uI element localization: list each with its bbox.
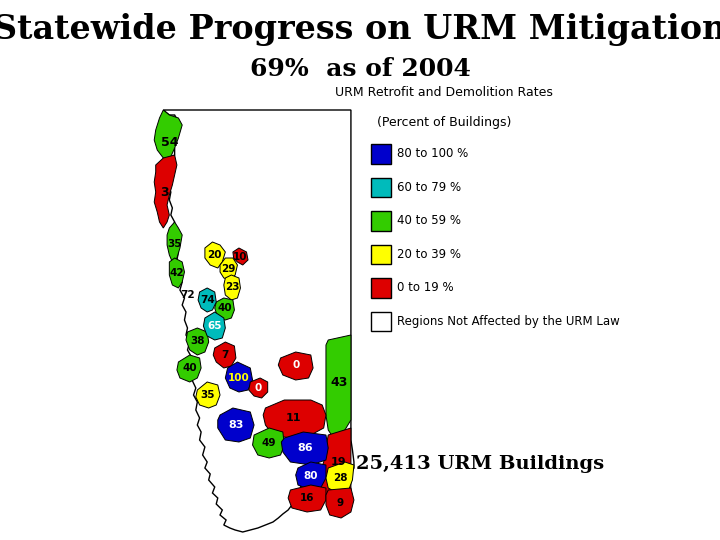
Text: Statewide Progress on URM Mitigation: Statewide Progress on URM Mitigation xyxy=(0,14,720,46)
Text: 83: 83 xyxy=(228,420,243,430)
Polygon shape xyxy=(282,432,328,465)
Polygon shape xyxy=(220,258,238,280)
Text: 40: 40 xyxy=(217,303,232,313)
Text: 0 to 19 %: 0 to 19 % xyxy=(397,281,454,294)
Polygon shape xyxy=(203,312,225,340)
Polygon shape xyxy=(154,155,177,228)
Polygon shape xyxy=(288,485,326,512)
Text: 29: 29 xyxy=(221,264,235,274)
Bar xyxy=(371,312,390,331)
Polygon shape xyxy=(215,298,235,320)
Text: 86: 86 xyxy=(297,443,312,453)
Polygon shape xyxy=(296,462,326,490)
Text: 38: 38 xyxy=(190,336,204,346)
Text: 72: 72 xyxy=(180,290,195,300)
Bar xyxy=(371,278,390,298)
Text: 35: 35 xyxy=(167,239,182,249)
Text: 3: 3 xyxy=(161,186,169,199)
Text: 35: 35 xyxy=(201,390,215,400)
Text: 42: 42 xyxy=(170,268,184,278)
Text: 9: 9 xyxy=(336,498,343,508)
Polygon shape xyxy=(225,362,253,392)
Text: 49: 49 xyxy=(261,438,276,448)
Text: 20: 20 xyxy=(207,250,222,260)
Bar xyxy=(371,245,390,264)
Text: 80: 80 xyxy=(304,471,318,481)
Text: Regions Not Affected by the URM Law: Regions Not Affected by the URM Law xyxy=(397,315,620,328)
Text: 28: 28 xyxy=(333,473,348,483)
Polygon shape xyxy=(154,110,182,160)
Text: 65: 65 xyxy=(207,321,222,331)
Polygon shape xyxy=(196,382,220,408)
Text: 100: 100 xyxy=(228,373,250,383)
Polygon shape xyxy=(186,328,209,355)
Text: 40 to 59 %: 40 to 59 % xyxy=(397,214,461,227)
Polygon shape xyxy=(249,378,268,398)
Polygon shape xyxy=(224,275,240,300)
Text: 11: 11 xyxy=(286,413,301,423)
Polygon shape xyxy=(177,355,201,382)
Text: 0: 0 xyxy=(292,360,300,370)
Bar xyxy=(371,144,390,164)
Text: 7: 7 xyxy=(221,350,228,360)
Polygon shape xyxy=(205,242,225,268)
Text: 16: 16 xyxy=(300,493,315,503)
Polygon shape xyxy=(198,288,216,312)
Polygon shape xyxy=(253,428,284,458)
Polygon shape xyxy=(326,462,354,493)
Polygon shape xyxy=(163,110,354,532)
Polygon shape xyxy=(326,488,354,518)
Text: 60 to 79 %: 60 to 79 % xyxy=(397,181,462,194)
Text: 69%  as of 2004: 69% as of 2004 xyxy=(250,57,470,80)
Text: 25,413 URM Buildings: 25,413 URM Buildings xyxy=(356,455,604,474)
Polygon shape xyxy=(233,248,248,265)
Polygon shape xyxy=(169,258,184,288)
Polygon shape xyxy=(326,335,351,438)
Bar xyxy=(371,178,390,197)
Text: 43: 43 xyxy=(330,375,348,388)
Polygon shape xyxy=(217,408,254,442)
Bar xyxy=(371,211,390,231)
Polygon shape xyxy=(263,400,326,438)
Text: 10: 10 xyxy=(233,252,248,262)
Text: (Percent of Buildings): (Percent of Buildings) xyxy=(377,116,512,129)
Polygon shape xyxy=(213,342,236,368)
Text: 40: 40 xyxy=(182,363,197,373)
Text: 20 to 39 %: 20 to 39 % xyxy=(397,248,461,261)
Text: URM Retrofit and Demolition Rates: URM Retrofit and Demolition Rates xyxy=(336,86,554,99)
Text: 19: 19 xyxy=(331,457,346,467)
Text: 54: 54 xyxy=(161,136,178,148)
Polygon shape xyxy=(318,428,351,500)
Polygon shape xyxy=(167,222,182,262)
Text: 80 to 100 %: 80 to 100 % xyxy=(397,147,468,160)
Text: 23: 23 xyxy=(225,282,239,292)
Text: 0: 0 xyxy=(255,383,262,393)
Polygon shape xyxy=(279,352,313,380)
Text: 74: 74 xyxy=(199,295,215,305)
